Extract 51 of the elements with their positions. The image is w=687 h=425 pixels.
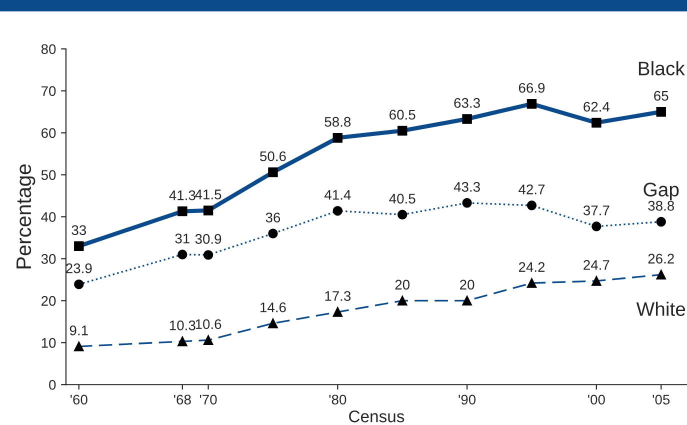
data-label: 20 <box>460 280 474 290</box>
data-label: 58.8 <box>324 116 351 127</box>
y-tick-label: 60 <box>41 128 56 138</box>
series-label: Gap <box>644 182 679 200</box>
data-label: 23.9 <box>66 263 92 274</box>
x-tick-label: '05 <box>652 394 670 405</box>
data-label: 43.3 <box>454 182 480 192</box>
data-label: 14.6 <box>260 302 286 312</box>
data-label: 63.3 <box>454 98 480 108</box>
y-tick-label: 70 <box>41 86 56 96</box>
y-axis-title: Percentage <box>16 164 36 268</box>
data-label: 41.3 <box>169 190 196 200</box>
y-tick-label: 0 <box>49 380 56 390</box>
y-tick-label: 50 <box>41 170 56 180</box>
x-tick-label: '80 <box>329 394 346 405</box>
data-label: 33 <box>72 225 86 236</box>
data-label: 50.6 <box>260 151 286 162</box>
data-label: 24.2 <box>518 262 545 272</box>
x-tick-label: '00 <box>588 394 605 405</box>
data-label: 40.5 <box>389 194 416 204</box>
data-label: 37.7 <box>583 205 610 216</box>
data-label: 10.6 <box>196 319 222 330</box>
y-tick-label: 80 <box>41 44 56 54</box>
data-label: 66.9 <box>518 82 545 93</box>
x-tick-label: '90 <box>458 394 476 405</box>
data-label: 38.8 <box>648 200 674 211</box>
data-label: 60.5 <box>390 110 416 120</box>
y-tick-label: 40 <box>41 212 56 222</box>
data-label: 26.2 <box>648 254 674 264</box>
data-label: 30.9 <box>195 234 222 244</box>
data-label: 10.3 <box>170 320 196 330</box>
x-axis-title: Census <box>349 410 404 422</box>
data-label: 20 <box>395 280 410 290</box>
data-label: 24.7 <box>584 260 610 270</box>
x-tick-label: '68 <box>174 394 191 405</box>
y-tick-label: 10 <box>42 338 56 348</box>
data-label: 36 <box>266 212 280 222</box>
data-label: 62.4 <box>584 102 610 112</box>
data-label: 65 <box>654 90 668 101</box>
x-tick-label: '60 <box>70 394 88 405</box>
x-tick-label: '70 <box>200 394 217 405</box>
data-label: 41.5 <box>195 190 222 200</box>
y-tick-label: 20 <box>41 296 56 306</box>
data-label: 17.3 <box>325 291 351 301</box>
series-label: Black <box>638 61 685 76</box>
series-label: White <box>636 302 686 316</box>
data-label: 41.4 <box>324 190 351 200</box>
data-label: 31 <box>175 234 190 244</box>
data-label: 9.1 <box>70 326 88 336</box>
data-label: 42.7 <box>518 184 545 194</box>
y-tick-label: 30 <box>41 254 56 264</box>
